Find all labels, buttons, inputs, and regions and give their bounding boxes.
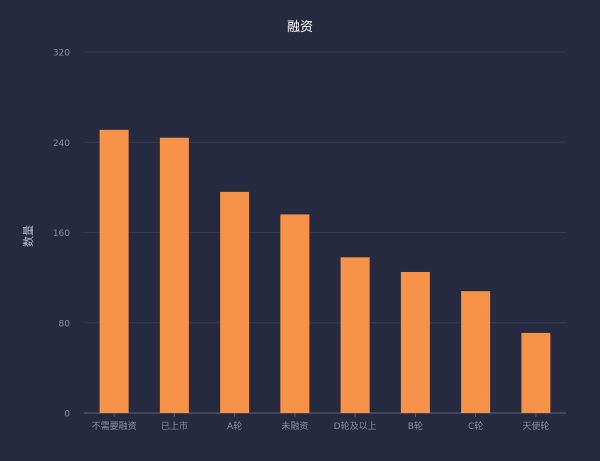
x-tick-label: A轮	[227, 420, 242, 432]
y-tick-label: 0	[64, 410, 70, 420]
y-tick-label: 160	[53, 229, 70, 239]
bar	[521, 332, 551, 413]
bar	[340, 257, 370, 413]
bar	[220, 191, 250, 413]
bar	[280, 214, 310, 413]
x-tick-label: D轮及以上	[334, 420, 377, 432]
x-tick-label: 天使轮	[522, 420, 549, 432]
y-tick-label: 320	[53, 49, 70, 59]
bar	[99, 129, 129, 413]
bar	[159, 137, 189, 414]
bar	[461, 291, 491, 413]
chart-title: 融资	[286, 20, 313, 35]
x-tick-label: B轮	[408, 420, 423, 432]
y-tick-label: 240	[53, 139, 70, 149]
x-tick-label: 已上市	[161, 420, 188, 432]
y-tick-label: 80	[59, 319, 71, 329]
x-tick-label: C轮	[468, 420, 483, 432]
x-tick-label: 不需要融资	[92, 421, 137, 432]
x-tick-label: 未融资	[281, 420, 308, 432]
bar	[400, 271, 430, 413]
